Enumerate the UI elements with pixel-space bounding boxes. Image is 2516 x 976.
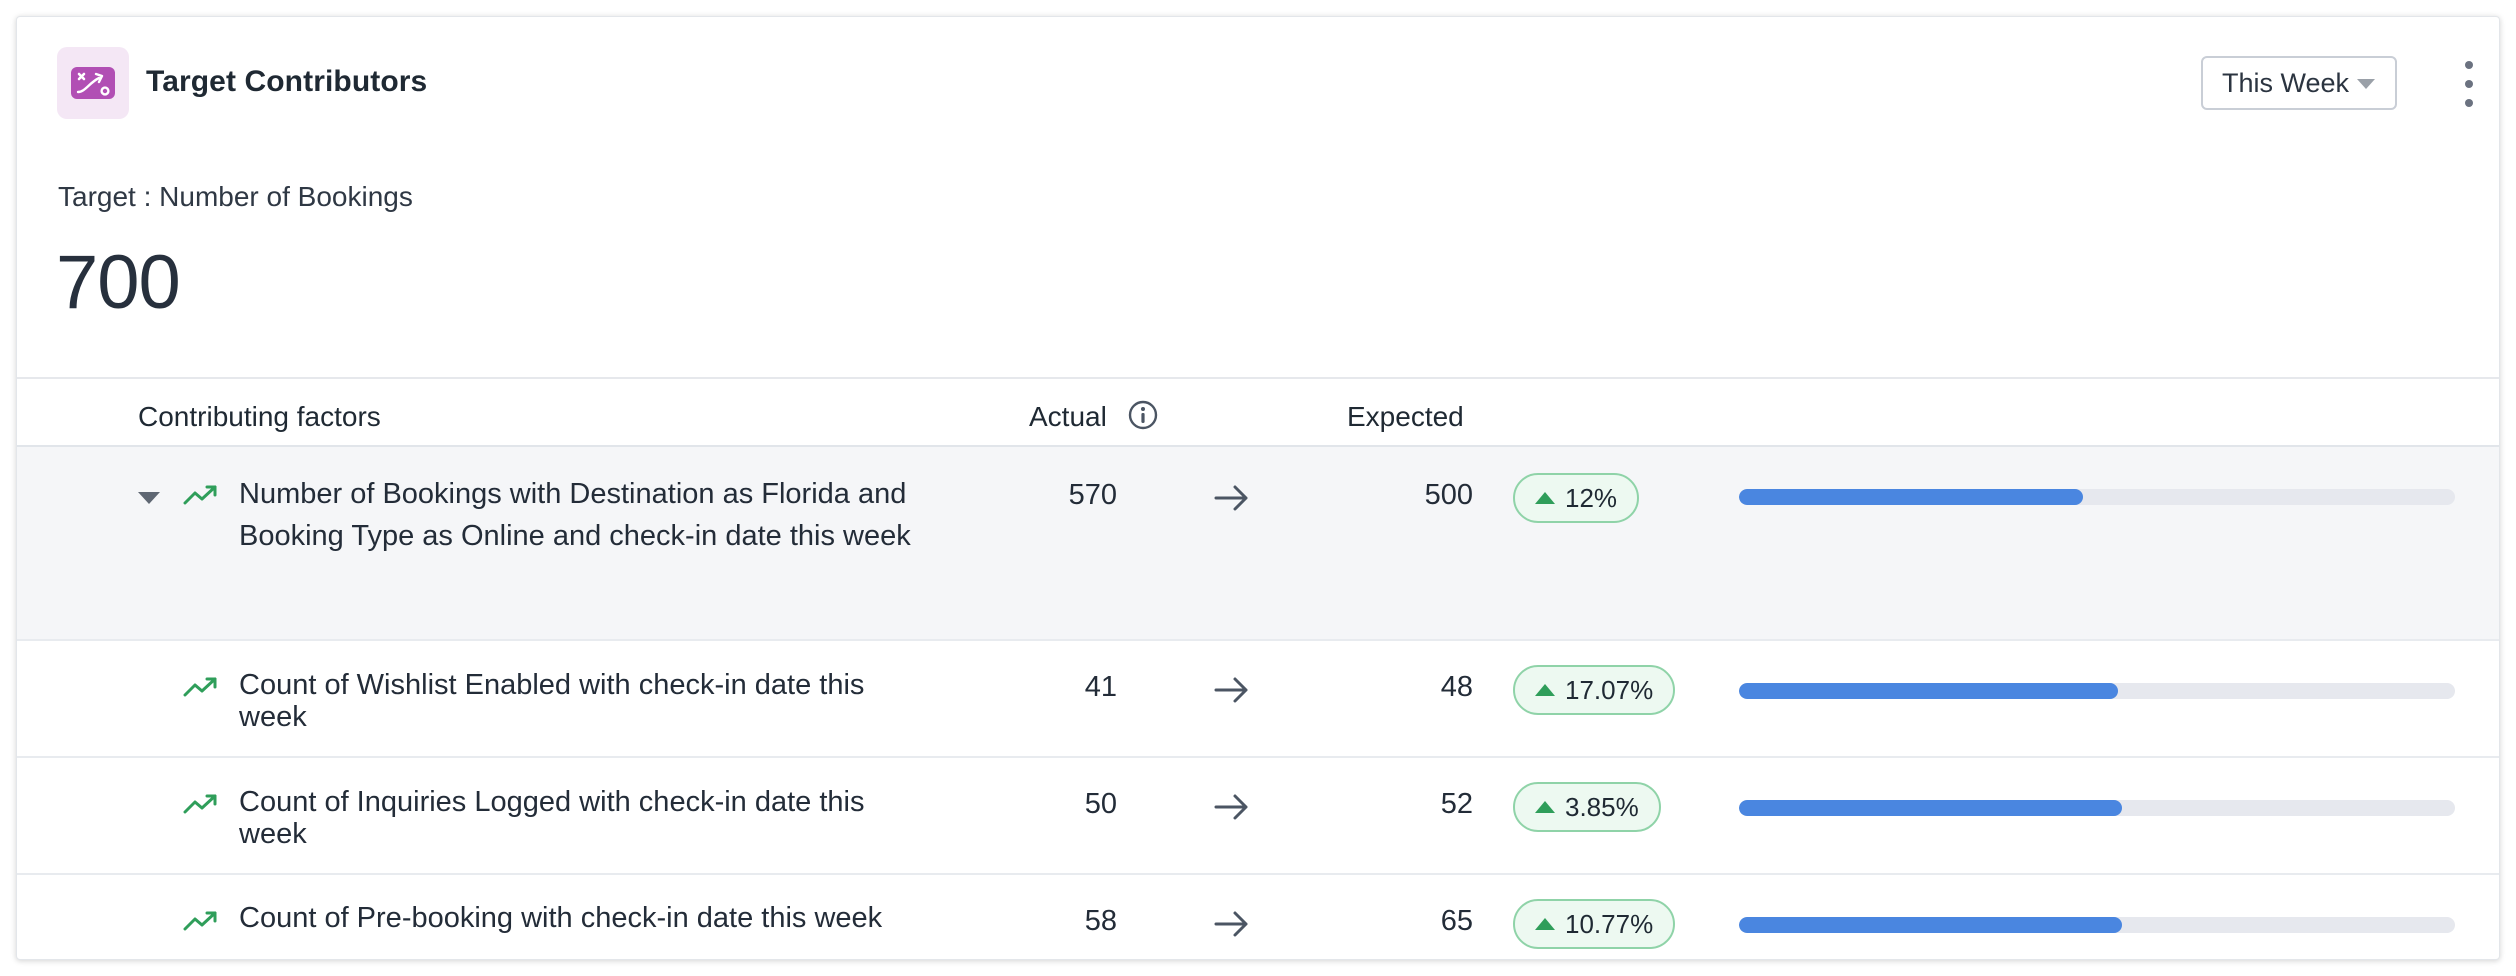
trending-up-icon	[183, 677, 217, 697]
more-vertical-icon[interactable]	[2459, 61, 2479, 107]
trending-up-icon	[183, 911, 217, 931]
expected-value: 500	[1424, 479, 1473, 511]
period-select[interactable]: This Week	[2201, 56, 2397, 110]
actual-value: 570	[1068, 479, 1117, 511]
chevron-down-icon	[2357, 79, 2375, 89]
factor-name: Count of Pre-booking with check-in date …	[239, 902, 883, 934]
change-badge: 10.77%	[1513, 899, 1676, 949]
progress-bar	[1739, 917, 2455, 933]
target-strategy-icon	[57, 47, 129, 119]
progress-bar	[1739, 683, 2455, 699]
progress-fill	[1739, 683, 2119, 699]
trending-up-icon	[183, 794, 217, 814]
info-icon[interactable]	[1127, 399, 1159, 431]
progress-bar	[1739, 489, 2455, 505]
factor-name: Count of Inquiries Logged with check-in …	[239, 786, 865, 850]
change-badge: 17.07%	[1513, 665, 1676, 715]
caret-down-icon[interactable]	[138, 492, 160, 504]
table-divider	[17, 377, 2499, 379]
period-select-value: This Week	[2222, 67, 2350, 98]
target-value: 700	[56, 240, 181, 325]
target-label: Target : Number of Bookings	[58, 181, 413, 212]
progress-fill	[1739, 800, 2123, 816]
card-title: Target Contributors	[146, 65, 428, 98]
factor-name: Number of Bookings with Destination as F…	[239, 478, 911, 552]
target-contributors-card: Target Contributors This Week Target : N…	[16, 16, 2500, 960]
actual-value: 41	[1084, 671, 1117, 703]
progress-fill	[1739, 917, 2123, 933]
table-header: Contributing factors Actual Expected	[17, 379, 2499, 447]
caret-up-icon	[1535, 801, 1555, 813]
caret-up-icon	[1535, 918, 1555, 930]
table-row[interactable]: Count of Pre-booking with check-in date …	[17, 875, 2499, 959]
arrow-right-icon	[1214, 677, 1248, 703]
arrow-right-icon	[1214, 485, 1248, 511]
change-value: 3.85%	[1565, 791, 1639, 822]
change-badge: 12%	[1513, 473, 1640, 523]
change-badge: 3.85%	[1513, 782, 1661, 832]
actual-value: 50	[1084, 788, 1117, 820]
caret-up-icon	[1535, 492, 1555, 504]
column-header-actual: Actual	[1029, 401, 1107, 432]
expected-value: 48	[1440, 671, 1473, 703]
caret-up-icon	[1535, 684, 1555, 696]
expected-value: 65	[1440, 905, 1473, 937]
progress-bar	[1739, 800, 2455, 816]
change-value: 10.77%	[1565, 908, 1654, 939]
progress-fill	[1739, 489, 2083, 505]
trending-up-icon	[183, 485, 217, 505]
change-value: 12%	[1565, 482, 1618, 513]
table-row[interactable]: Count of Wishlist Enabled with check-in …	[17, 641, 2499, 758]
column-header-factors: Contributing factors	[138, 401, 381, 432]
factor-name: Count of Wishlist Enabled with check-in …	[239, 669, 865, 733]
column-header-expected: Expected	[1347, 401, 1464, 432]
table-header-divider	[17, 445, 2499, 447]
arrow-right-icon	[1214, 794, 1248, 820]
table-row[interactable]: Count of Inquiries Logged with check-in …	[17, 758, 2499, 875]
arrow-right-icon	[1214, 911, 1248, 937]
table-row[interactable]: Number of Bookings with Destination as F…	[17, 447, 2499, 641]
change-value: 17.07%	[1565, 674, 1654, 705]
expected-value: 52	[1440, 788, 1473, 820]
actual-value: 58	[1084, 905, 1117, 937]
